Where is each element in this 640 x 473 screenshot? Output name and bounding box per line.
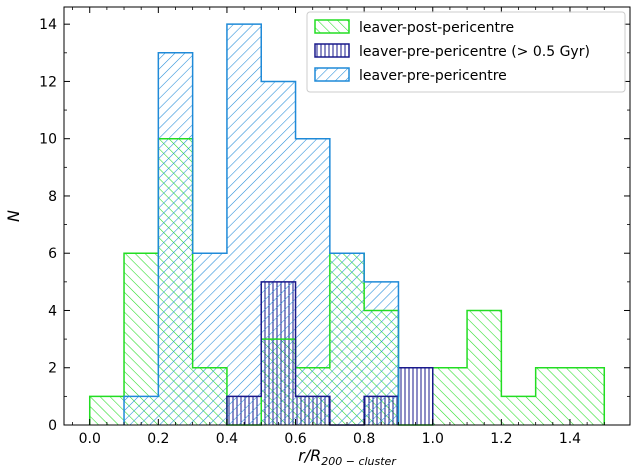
x-tick-label: 0.0: [79, 431, 101, 447]
series-leaver-post-pericentre-bar: [535, 367, 570, 425]
series-leaver-pre-pericentre-bar: [261, 81, 296, 425]
series-leaver-pre-pericentre-outline: [123, 23, 400, 425]
y-tick-label: 0: [48, 418, 57, 434]
x-tick-label: 1.4: [559, 431, 581, 447]
x-axis-label-main: r/R: [298, 446, 321, 465]
legend-swatch: [314, 43, 350, 58]
histogram-bars: [89, 24, 605, 426]
x-tick-label: 1.2: [490, 431, 512, 447]
series-leaver-pre-pericentre-bar: [295, 138, 330, 426]
x-axis-label: r/R200 − cluster: [298, 446, 397, 468]
y-tick-label: 14: [39, 17, 57, 33]
histogram-outlines: [88, 23, 606, 426]
legend: leaver-post-pericentre leaver-pre-pericen…: [306, 11, 626, 93]
x-tick-label: 0.6: [284, 431, 306, 447]
series-leaver-pre-pericentre-bar: [158, 52, 193, 425]
legend-swatch: [314, 19, 350, 34]
x-axis-ticks: 0.0 0.2 0.4 0.6 0.8 1.0 1.2 1.4: [72, 7, 605, 447]
y-tick-label: 2: [48, 361, 57, 377]
legend-label: leaver-post-pericentre: [359, 20, 514, 36]
y-axis-ticks: 0 2 4 6 8 10 12 14: [39, 17, 630, 434]
legend-box: [306, 11, 626, 93]
series-leaver-pre-pericentre-bar: [226, 24, 262, 426]
y-tick-label: 6: [48, 246, 57, 262]
series-leaver-post-pericentre-bar: [569, 367, 605, 425]
x-axis-label-subscript: 200 − cluster: [321, 455, 397, 468]
x-tick-label: 1.0: [422, 431, 444, 447]
series-leaver-pre-pericentre-bar: [329, 253, 365, 425]
series-leaver-post-pericentre-bar: [467, 310, 502, 425]
series-leaver-post-pericentre-bar: [501, 396, 536, 425]
legend-label: leaver-pre-pericentre: [359, 68, 507, 84]
y-axis-label: N: [4, 210, 23, 222]
y-tick-label: 10: [39, 132, 57, 148]
x-tick-label: 0.8: [353, 431, 375, 447]
y-tick-label: 4: [48, 303, 57, 319]
y-tick-label: 12: [39, 74, 57, 90]
x-tick-label: 0.2: [147, 431, 169, 447]
y-tick-label: 8: [48, 189, 57, 205]
legend-label: leaver-pre-pericentre (> 0.5 Gyr): [359, 44, 590, 60]
x-tick-label: 0.4: [216, 431, 238, 447]
series-leaver-pre-pericentre-bar: [192, 253, 227, 425]
series-leaver-pre-pericentre-0-5-gyr-bar: [398, 367, 433, 425]
series-leaver-post-pericentre-bar: [89, 396, 125, 425]
legend-swatch: [314, 67, 350, 82]
series-leaver-post-pericentre-bar: [432, 367, 468, 425]
series-leaver-pre-pericentre-bar: [124, 396, 159, 425]
series-leaver-pre-pericentre-bar: [364, 281, 399, 425]
